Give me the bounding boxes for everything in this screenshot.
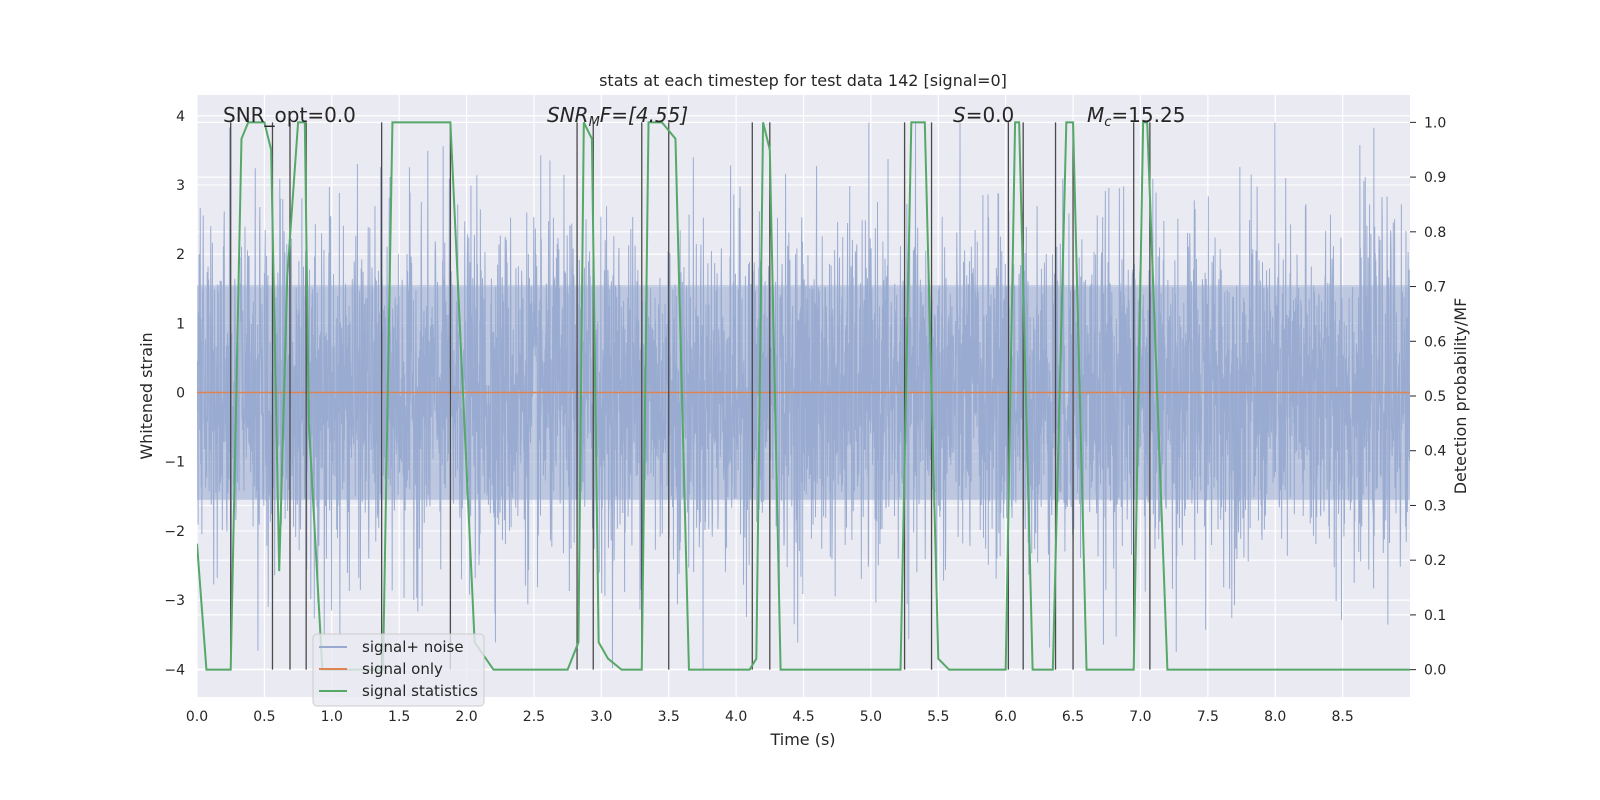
y-right-tick-label: 0.4 xyxy=(1424,444,1446,460)
x-tick-label: 4.5 xyxy=(792,709,814,725)
y-right-tick-label: 0.2 xyxy=(1424,553,1446,569)
y-axis-left-ticks: −4 −3 −2 −1 0 1 2 3 4 xyxy=(164,109,185,679)
y-right-tick-label: 1.0 xyxy=(1424,115,1446,131)
annotation-mc: Mc=15.25 xyxy=(1087,103,1185,130)
y-right-tick-label: 0.3 xyxy=(1424,498,1446,514)
y-left-tick-label: −4 xyxy=(164,662,185,678)
series-signal-statistics xyxy=(197,121,1410,671)
legend-label-signal-only: signal only xyxy=(362,660,443,678)
x-tick-label: 0.0 xyxy=(186,709,208,725)
x-tick-label: 5.5 xyxy=(927,709,949,725)
y-left-tick-label: −3 xyxy=(164,593,185,609)
y-axis-left-label: Whitened strain xyxy=(137,332,156,459)
y-right-tick-label: 0.6 xyxy=(1424,334,1446,350)
vertical-lines xyxy=(230,122,1151,670)
legend: signal+ noise signal only signal statist… xyxy=(312,633,485,707)
annotation-s-main: S xyxy=(953,103,966,127)
y-right-tick-label: 0.9 xyxy=(1424,170,1446,186)
x-tick-label: 1.0 xyxy=(321,709,343,725)
x-tick-label: 6.5 xyxy=(1062,709,1084,725)
annotation-s-rest: =0.0 xyxy=(966,103,1015,127)
y-left-tick-label: −1 xyxy=(164,455,185,471)
annotation-mc-main: M xyxy=(1087,103,1104,127)
y-left-tick-label: −2 xyxy=(164,524,185,540)
y-left-tick-label: 0 xyxy=(176,386,185,402)
y-right-tick-label: 0.8 xyxy=(1424,225,1446,241)
y-right-tick-label: 0.7 xyxy=(1424,280,1446,296)
annotation-mc-rest: =15.25 xyxy=(1111,103,1185,127)
annotation-snr-mf-rest: F=[4.55] xyxy=(600,103,688,127)
x-axis-ticks: 0.0 0.5 1.0 1.5 2.0 2.5 3.0 3.5 4.0 4.5 5.0 5.5 6.0 6… xyxy=(186,709,1354,725)
y-axis-right-label: Detection probability/MF xyxy=(1451,298,1470,495)
x-tick-label: 8.5 xyxy=(1331,709,1353,725)
x-tick-label: 7.5 xyxy=(1197,709,1219,725)
annotation-snr-mf-sub: M xyxy=(589,115,600,130)
y-left-tick-label: 4 xyxy=(176,109,185,125)
y-left-tick-label: 3 xyxy=(176,178,185,194)
x-tick-label: 2.0 xyxy=(455,709,477,725)
y-axis-right-ticks: 0.0 0.1 0.2 0.3 0.4 0.5 0.6 0.7 0.8 0.9 1.0 xyxy=(1410,115,1446,679)
annotation-snr-opt: SNR_opt=0.0 xyxy=(223,103,356,127)
legend-label-signal-noise: signal+ noise xyxy=(362,638,464,656)
legend-box xyxy=(312,633,485,707)
annotation-s: S=0.0 xyxy=(953,103,1014,127)
y-left-tick-label: 2 xyxy=(176,247,185,263)
annotation-snr-mf-main: SNR xyxy=(547,103,589,127)
x-tick-label: 0.5 xyxy=(253,709,275,725)
x-tick-label: 3.5 xyxy=(658,709,680,725)
x-axis-label: Time (s) xyxy=(769,730,835,749)
legend-label-signal-statistics: signal statistics xyxy=(362,682,478,700)
chart-title: stats at each timestep for test data 142… xyxy=(599,71,1007,90)
signal-statistics-line xyxy=(197,121,1410,671)
y-left-tick-label: 1 xyxy=(176,316,185,332)
y-right-tick-label: 0.5 xyxy=(1424,389,1446,405)
x-tick-label: 5.0 xyxy=(860,709,882,725)
x-tick-label: 3.0 xyxy=(590,709,612,725)
y-right-tick-label: 0.0 xyxy=(1424,663,1446,679)
x-tick-label: 2.5 xyxy=(523,709,545,725)
x-tick-label: 7.0 xyxy=(1129,709,1151,725)
annotation-mc-sub: c xyxy=(1104,115,1111,130)
annotation-snr-mf: SNRMF=[4.55] xyxy=(547,103,688,130)
y-right-tick-label: 0.1 xyxy=(1424,608,1446,624)
x-tick-label: 6.0 xyxy=(995,709,1017,725)
x-tick-label: 1.5 xyxy=(388,709,410,725)
x-tick-label: 8.0 xyxy=(1264,709,1286,725)
x-tick-label: 4.0 xyxy=(725,709,747,725)
